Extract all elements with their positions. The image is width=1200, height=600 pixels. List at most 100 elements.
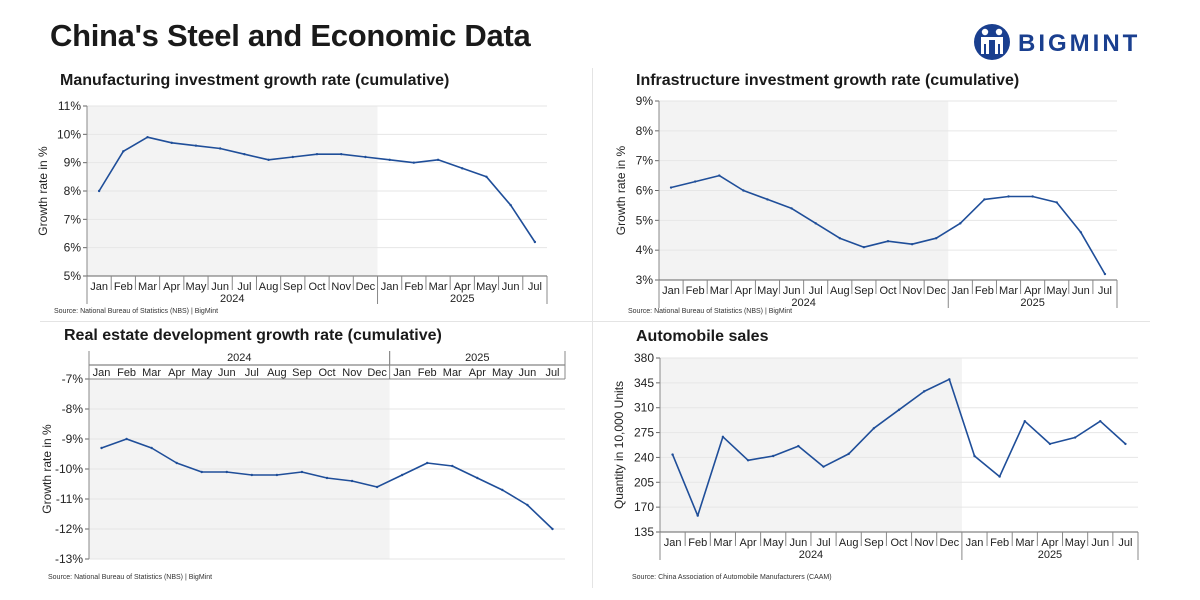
manufacturing-xtick-label: Feb xyxy=(404,281,423,293)
infrastructure-data-point xyxy=(1079,231,1083,234)
infrastructure-data-point xyxy=(718,174,721,177)
manufacturing-data-point xyxy=(194,144,198,147)
manufacturing-data-point xyxy=(533,240,537,244)
automobile-data-point xyxy=(897,408,901,412)
real-estate-xtick-label: Apr xyxy=(469,367,486,379)
infrastructure-xtick-label: Oct xyxy=(879,285,896,297)
manufacturing-xtick-label: Jul xyxy=(237,281,251,293)
automobile-ytick-label: 345 xyxy=(634,376,654,390)
real-estate-xtick-label: Sep xyxy=(292,367,312,379)
real-estate-xtick-label: Dec xyxy=(367,367,387,379)
automobile-chart-title: Automobile sales xyxy=(636,328,769,345)
infrastructure-data-point xyxy=(1007,195,1010,198)
real-estate-data-point xyxy=(225,470,228,474)
manufacturing-year-label: 2024 xyxy=(220,293,244,305)
real-estate-data-point xyxy=(250,473,254,477)
automobile-source: Source: China Association of Automobile … xyxy=(632,574,832,581)
automobile-data-point xyxy=(671,453,674,456)
automobile-ytick-label: 240 xyxy=(634,450,654,464)
infrastructure-source: Source: National Bureau of Statistics (N… xyxy=(628,308,793,315)
bigmint-logo-icon xyxy=(974,24,1010,60)
manufacturing-data-point xyxy=(243,152,246,156)
infrastructure-data-point xyxy=(862,245,866,249)
automobile-xtick-label: May xyxy=(763,537,784,549)
infrastructure-xtick-label: Mar xyxy=(710,285,729,297)
real-estate-data-point xyxy=(200,470,203,474)
infrastructure-xtick-label: Nov xyxy=(902,285,922,297)
automobile-xtick-label: Jan xyxy=(966,537,984,549)
infrastructure-data-point xyxy=(814,222,817,225)
infrastructure-xtick-label: Feb xyxy=(686,285,705,297)
automobile-xtick-label: Mar xyxy=(1015,537,1034,549)
real-estate-xtick-label: Oct xyxy=(318,367,335,379)
real-estate-xtick-label: Jan xyxy=(93,367,111,379)
infrastructure-data-point xyxy=(790,207,793,210)
real-estate-data-point xyxy=(300,470,304,474)
infrastructure-xtick-label: Sep xyxy=(854,285,874,297)
manufacturing-data-point xyxy=(146,135,149,139)
automobile-data-point xyxy=(948,378,951,381)
manufacturing-data-point xyxy=(436,158,440,162)
automobile-data-point xyxy=(772,454,775,458)
automobile-data-point xyxy=(1073,436,1077,439)
manufacturing-xtick-label: Sep xyxy=(283,281,303,293)
infrastructure-xtick-label: Feb xyxy=(975,285,994,297)
automobile-data-point xyxy=(998,475,1001,478)
manufacturing-data-point xyxy=(340,152,343,156)
automobile-year-label: 2025 xyxy=(1038,549,1062,561)
infrastructure-data-point xyxy=(1103,272,1107,276)
infrastructure-ytick-label: 4% xyxy=(636,243,654,257)
infrastructure-xtick-label: Mar xyxy=(999,285,1018,297)
real-estate-ytick-label: -9% xyxy=(62,432,84,446)
real-estate-data-point xyxy=(350,479,354,483)
automobile-data-point xyxy=(797,444,800,448)
automobile-data-point xyxy=(1124,442,1127,446)
infrastructure-data-point xyxy=(669,186,673,189)
manufacturing-data-point xyxy=(364,155,367,159)
manufacturing-data-point xyxy=(388,158,391,162)
real-estate-xtick-label: Jul xyxy=(245,367,259,379)
automobile-ytick-label: 135 xyxy=(634,525,654,539)
infrastructure-xtick-label: Jan xyxy=(951,285,969,297)
real-estate-xtick-label: Nov xyxy=(342,367,362,379)
real-estate-data-point xyxy=(150,446,153,450)
automobile-data-point xyxy=(1048,442,1052,446)
real-estate-data-point xyxy=(125,437,128,441)
real-estate-xtick-label: Feb xyxy=(418,367,437,379)
manufacturing-data-point xyxy=(170,141,173,145)
real-estate-year-label: 2024 xyxy=(227,352,251,364)
manufacturing-ytick-label: 9% xyxy=(64,156,82,170)
manufacturing-xtick-label: Jan xyxy=(381,281,399,293)
real-estate-y-axis-label: Growth rate in % xyxy=(40,424,54,514)
real-estate-xtick-label: May xyxy=(191,367,212,379)
real-estate-data-point xyxy=(175,461,178,465)
real-estate-xtick-label: Mar xyxy=(142,367,161,379)
automobile-xtick-label: Feb xyxy=(990,537,1009,549)
automobile-data-point xyxy=(1023,420,1026,423)
automobile-ytick-label: 205 xyxy=(634,475,654,489)
real-estate-xtick-label: Apr xyxy=(168,367,185,379)
infrastructure-xtick-label: May xyxy=(1046,285,1067,297)
manufacturing-data-point xyxy=(315,152,319,156)
manufacturing-xtick-label: Feb xyxy=(114,281,133,293)
brand-name: BIGMINT xyxy=(1018,30,1141,57)
manufacturing-xtick-label: Mar xyxy=(138,281,157,293)
bigmint-logo[interactable]: BIGMINT xyxy=(972,22,1162,62)
manufacturing-data-point xyxy=(267,158,270,162)
automobile-ytick-label: 275 xyxy=(634,426,654,440)
real-estate-data-point xyxy=(375,485,379,489)
infrastructure-xtick-label: Apr xyxy=(1024,285,1041,297)
automobile-xtick-label: Jul xyxy=(1118,537,1132,549)
manufacturing-ytick-label: 5% xyxy=(64,269,82,283)
infrastructure-ytick-label: 3% xyxy=(636,273,654,287)
real-estate-data-point xyxy=(275,473,279,477)
real-estate-data-point xyxy=(426,461,429,465)
automobile-data-point xyxy=(1099,420,1102,423)
infrastructure-xtick-label: Jun xyxy=(783,285,801,297)
real-estate-chart-title: Real estate development growth rate (cum… xyxy=(64,327,442,344)
automobile-xtick-label: Feb xyxy=(688,537,707,549)
automobile-xtick-label: Mar xyxy=(713,537,732,549)
infrastructure-data-point xyxy=(886,240,890,243)
infrastructure-data-point xyxy=(1055,201,1058,204)
